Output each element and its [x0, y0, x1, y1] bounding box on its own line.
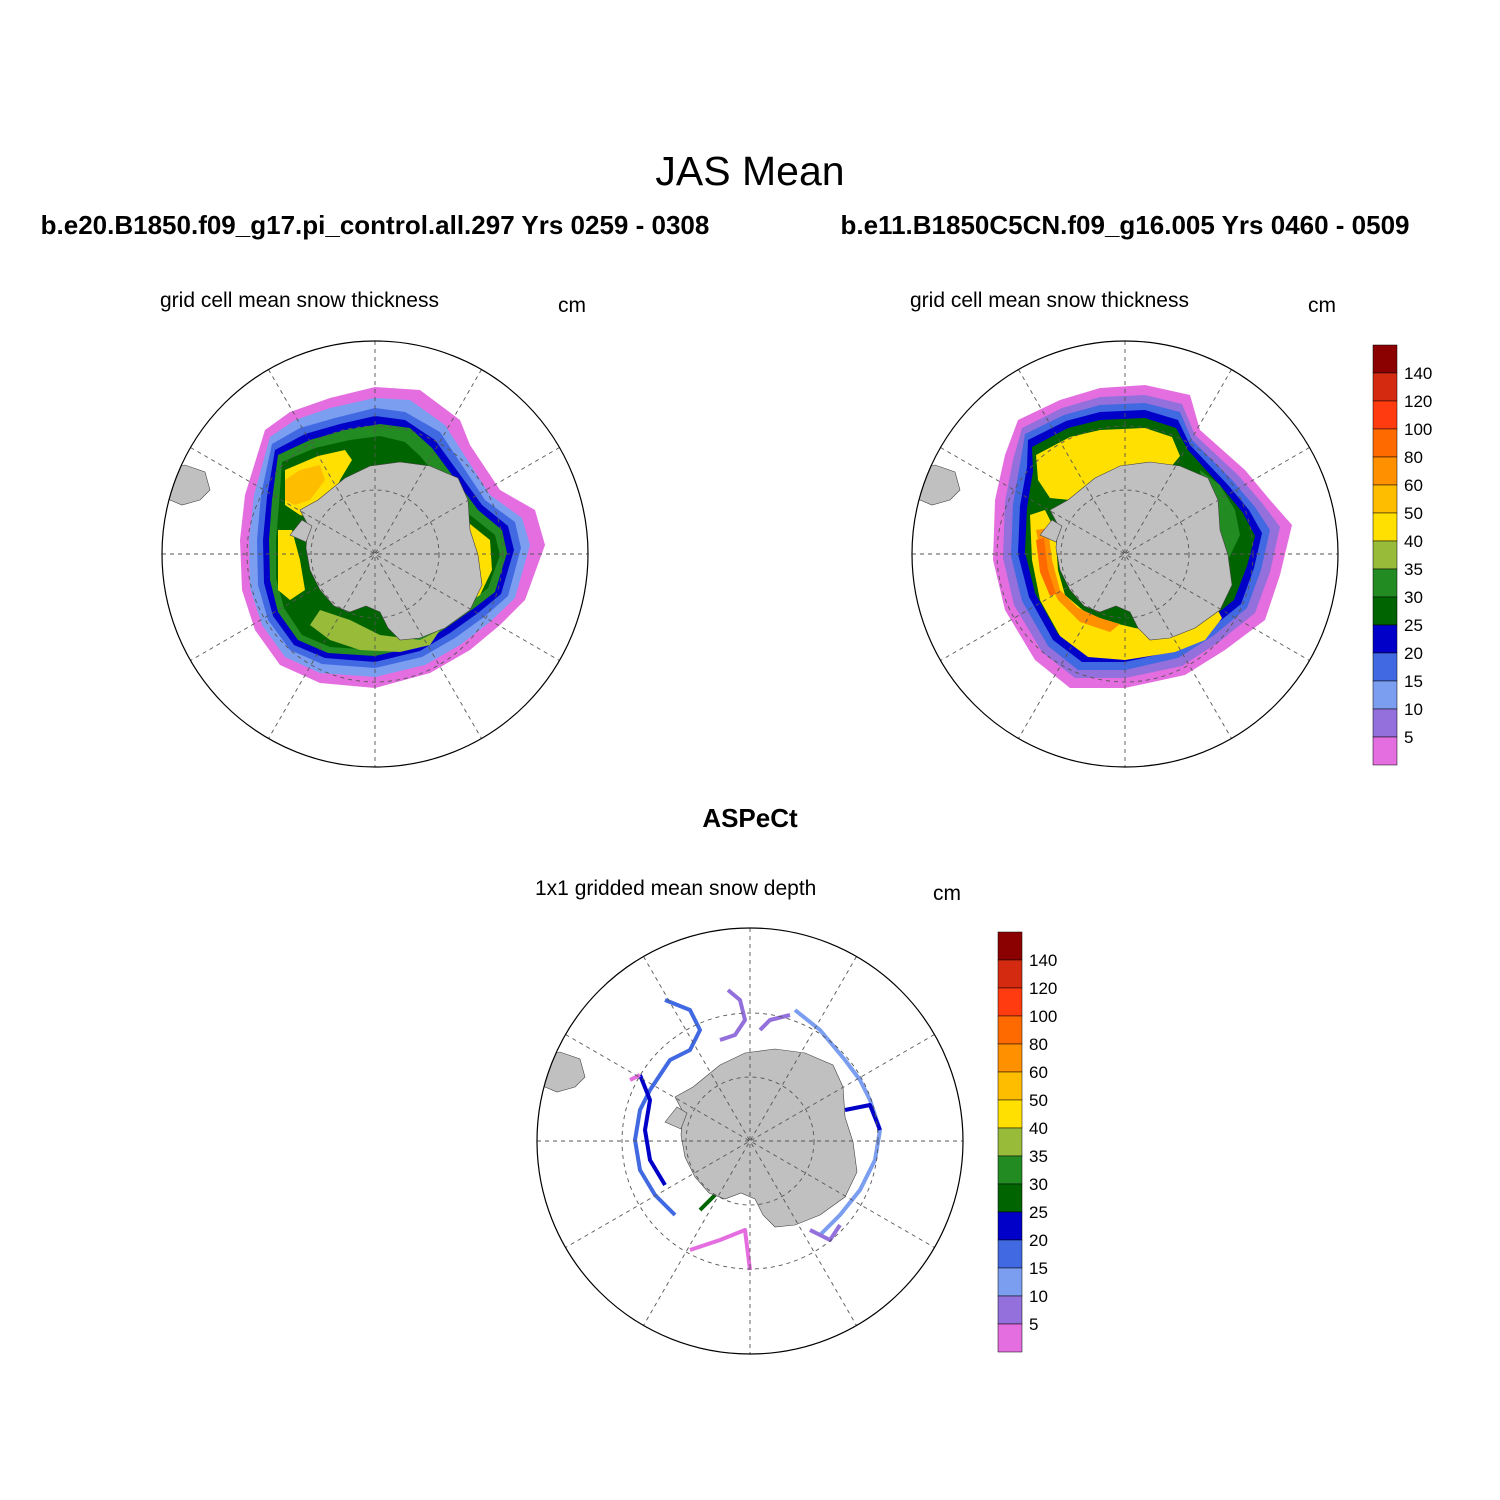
- colorbar-bottom-swatch: [997, 987, 1023, 1017]
- colorbar-top-tick-label: 40: [1404, 532, 1423, 551]
- colorbar-top-tick-label: 20: [1404, 644, 1423, 663]
- panel-3-units: cm: [933, 882, 961, 905]
- colorbar-bottom-tick-label: 60: [1029, 1063, 1048, 1082]
- panel-2-variable-label: grid cell mean snow thickness: [910, 289, 1189, 312]
- colorbar-bottom-tick-label: 35: [1029, 1147, 1048, 1166]
- antarctica-landmass-2: [1039, 461, 1233, 641]
- colorbar-top-swatch: [1372, 372, 1398, 402]
- colorbar-bottom-swatch: [997, 1015, 1023, 1045]
- colorbar-bottom-swatch: [997, 1071, 1023, 1101]
- colorbar-top-tick-label: 30: [1404, 588, 1423, 607]
- colorbar-top-swatch: [1372, 456, 1398, 486]
- graticule-1: [162, 341, 588, 767]
- colorbar-bottom-tick-label: 15: [1029, 1259, 1048, 1278]
- colorbar-top-swatch: [1372, 680, 1398, 710]
- polar-map-panel-3: [536, 927, 964, 1355]
- aspect-observation-tracks: [629, 988, 882, 1271]
- colorbar-bottom-swatch: [997, 1099, 1023, 1129]
- colorbar-top-tick-label: 80: [1404, 448, 1423, 467]
- colorbar-bottom-swatch: [997, 1211, 1023, 1241]
- colorbar-bottom-swatch: [997, 1183, 1023, 1213]
- colorbar-bottom-tick-label: 100: [1029, 1007, 1057, 1026]
- panel-1-units: cm: [558, 294, 586, 317]
- colorbar-top-tick-label: 100: [1404, 420, 1432, 439]
- colorbar-top-tick-label: 5: [1404, 728, 1413, 747]
- colorbar-top-swatch: [1372, 652, 1398, 682]
- colorbar-bottom-swatch: [997, 1323, 1023, 1353]
- colorbar-bottom-tick-label: 25: [1029, 1203, 1048, 1222]
- colorbar-top-tick-label: 15: [1404, 672, 1423, 691]
- colorbar-bottom-swatch: [997, 931, 1023, 961]
- colorbar-top-swatch: [1372, 624, 1398, 654]
- colorbar-bottom-tick-label: 120: [1029, 979, 1057, 998]
- colorbar-bottom-swatch: [997, 1295, 1023, 1325]
- colorbar-bottom-tick-label: 20: [1029, 1231, 1048, 1250]
- panel-3-variable-label: 1x1 gridded mean snow depth: [535, 877, 817, 900]
- polar-map-panel-1: [161, 340, 589, 768]
- colorbar-bottom-swatch: [997, 1127, 1023, 1157]
- south-america-landmass-3: [537, 1051, 586, 1093]
- colorbar-top-tick-label: 50: [1404, 504, 1423, 523]
- colorbar-bottom-tick-label: 5: [1029, 1315, 1038, 1334]
- panel-3-case-title: ASPeCt: [702, 803, 798, 833]
- panel-1-variable-label: grid cell mean snow thickness: [160, 289, 439, 312]
- colorbar-top-tick-label: 140: [1404, 364, 1432, 383]
- colorbar-bottom-swatch: [997, 959, 1023, 989]
- colorbar-top-tick-label: 120: [1404, 392, 1432, 411]
- colorbar-top-swatch: [1372, 596, 1398, 626]
- colorbar-top-swatch: [1372, 540, 1398, 570]
- colorbar-bottom-tick-label: 30: [1029, 1175, 1048, 1194]
- south-america-landmass-1: [162, 464, 211, 506]
- colorbar-top-swatch: [1372, 736, 1398, 766]
- colorbar-top-swatch: [1372, 708, 1398, 738]
- panel-2-case-title: b.e11.B1850C5CN.f09_g16.005 Yrs 0460 - 0…: [840, 210, 1410, 240]
- colorbar-top: 140 120 100 80 60 50 40 35 30 25 20 15 10 5: [1372, 344, 1432, 766]
- antarctica-landmass-1: [289, 461, 483, 641]
- colorbar-top-swatch: [1372, 568, 1398, 598]
- colorbar-bottom-swatch: [997, 1043, 1023, 1073]
- colorbar-top-tick-label: 10: [1404, 700, 1423, 719]
- colorbar-top-tick-label: 35: [1404, 560, 1423, 579]
- colorbar-top-tick-label: 60: [1404, 476, 1423, 495]
- polar-map-panel-2: [911, 340, 1339, 768]
- colorbar-bottom-tick-label: 50: [1029, 1091, 1048, 1110]
- colorbar-bottom-tick-label: 10: [1029, 1287, 1048, 1306]
- colorbar-bottom-swatch: [997, 1239, 1023, 1269]
- colorbar-bottom-swatch: [997, 1155, 1023, 1185]
- colorbar-top-swatch: [1372, 344, 1398, 374]
- figure-title: JAS Mean: [655, 148, 845, 194]
- antarctica-landmass-3: [664, 1048, 858, 1228]
- colorbar-top-swatch: [1372, 484, 1398, 514]
- colorbar-bottom-tick-label: 40: [1029, 1119, 1048, 1138]
- colorbar-bottom: 140 120 100 80 60 50 40 35 30 25 20 15 10 5: [997, 931, 1057, 1353]
- colorbar-bottom-tick-label: 80: [1029, 1035, 1048, 1054]
- panel-2-units: cm: [1308, 294, 1336, 317]
- graticule-2: [912, 341, 1338, 767]
- colorbar-top-swatch: [1372, 512, 1398, 542]
- colorbar-top-swatch: [1372, 400, 1398, 430]
- colorbar-top-tick-label: 25: [1404, 616, 1423, 635]
- colorbar-bottom-swatch: [997, 1267, 1023, 1297]
- graticule-3: [537, 928, 963, 1354]
- south-america-landmass-2: [912, 464, 961, 506]
- colorbar-top-swatch: [1372, 428, 1398, 458]
- colorbar-bottom-tick-label: 140: [1029, 951, 1057, 970]
- panel-1-case-title: b.e20.B1850.f09_g17.pi_control.all.297 Y…: [40, 210, 710, 240]
